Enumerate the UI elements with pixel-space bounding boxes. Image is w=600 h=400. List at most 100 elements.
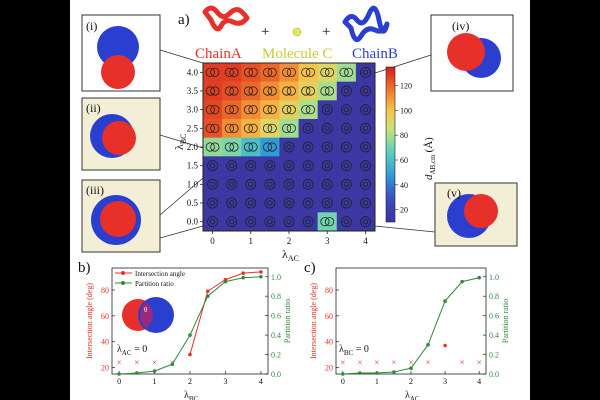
marker-phase-separated [320,217,330,227]
heatmap-cell [298,212,318,232]
marker-core-shell [264,160,276,172]
plot-c-x-tick-label: 2 [409,377,413,386]
marker-core-shell [248,181,254,188]
marker-core-shell [305,218,311,225]
heatmap-cell [298,81,318,101]
plot-b-point [188,352,192,357]
plot-b-point-cross: × [134,357,139,367]
marker-core-shell [362,69,369,76]
chain-b-illustration [342,5,390,42]
marker-phase-separated [286,123,296,133]
marker-phase-separated [305,105,316,115]
heatmap-cell [298,119,318,138]
marker-core-shell [209,181,216,188]
marker-core-shell [209,162,216,169]
plot-b-point [135,371,139,375]
plot-c-point [426,343,430,347]
marker-core-shell [226,216,238,228]
legend-partition-ratio: Partition ratio [135,280,174,288]
plot-b-point [241,275,245,280]
marker-core-shell [302,197,314,209]
marker-phase-separated [243,67,254,77]
marker-core-shell [321,141,333,153]
marker-phase-separated [248,123,258,133]
plot-c-x-tick-label: 4 [477,377,481,386]
marker-core-shell [264,178,276,190]
marker-core-shell [302,216,314,228]
snapshot-iv: (iv) [430,14,514,92]
marker-core-shell [209,218,216,225]
plot-c-point [443,343,447,348]
colorbar-tick-label: 120 [400,82,412,91]
heatmap-cell [279,175,299,194]
plot-b-point [259,274,263,279]
heatmap-cell [298,63,318,82]
heatmap-y-tick-label: 3.5 [187,86,199,96]
marker-core-shell [343,200,350,206]
heatmap-cell [260,212,280,232]
heatmap-cell [279,193,299,213]
heatmap-cell [336,137,357,157]
snapshot-label-ii: (ii) [86,101,101,115]
marker-phase-separated [205,67,215,77]
marker-core-shell [283,216,295,228]
plot-c-point [477,275,481,280]
snapshot-v: (v) [434,182,518,247]
marker-phase-separated [301,67,311,77]
marker-phase-separated [224,123,234,133]
heatmap-cell [241,100,261,120]
marker-core-shell [267,181,273,188]
plot-b-y-right-label: Partition ratio [283,299,292,343]
panel-label-c: c) [304,260,316,276]
heatmap-cell [260,175,280,194]
heatmap-cell [355,175,376,194]
marker-phase-separated [262,86,273,96]
marker-core-shell [305,181,311,188]
plot-b-point [241,271,245,275]
heatmap-cell [336,156,357,176]
marker-phase-separated [282,86,292,96]
marker-phase-separated [262,123,273,133]
heatmap-y-tick-label: 2.5 [187,123,199,133]
marker-core-shell [362,181,369,188]
marker-phase-separated [267,105,277,115]
plot-b: 0 1 2 3 4 20 40 60 80 0.0 0.2 0.4 0.6 0.8 1.0 × × × × λBC In… [85,267,292,400]
plot-b-point [259,270,263,274]
heatmap-cell [336,81,357,101]
plot-c-y-left-tick-label: 60 [325,312,333,321]
plot-b-point [117,372,121,376]
plot-b-legend: Intersection angle Partition ratio [115,270,185,288]
heatmap-cell [203,175,223,194]
marker-core-shell [267,218,273,225]
heatmap-cell [355,100,376,120]
marker-core-shell [362,88,369,94]
marker-core-shell [245,160,257,172]
heatmap-cell [336,175,357,194]
plot-c-point [409,366,413,370]
heatmap-cell [203,156,223,176]
heatmap-cells [203,63,376,232]
plot-c-y-right-tick-label: 0.8 [489,292,499,301]
heatmap-x-tick-label: 3 [325,236,330,246]
plot-c-point-cross: × [408,357,413,367]
plot-b-point [170,362,175,367]
marker-phase-separated [229,142,239,152]
heatmap-cell [203,81,223,101]
heatmap-cell [222,193,242,213]
marker-core-shell [324,125,330,132]
colorbar-tick-label: 100 [400,106,412,115]
marker-phase-separated [305,67,316,77]
marker-core-shell [360,85,371,97]
marker-phase-separated [305,86,316,96]
marker-core-shell [228,181,235,188]
plot-c-x-tick-label: 3 [443,377,447,386]
marker-core-shell [360,122,371,134]
heatmap-cell [222,212,242,232]
heatmap-cell [298,175,318,194]
marker-core-shell [264,197,276,209]
colorbar-label: dAB,cm(Å) [423,137,437,180]
heatmap-cell [355,119,376,138]
marker-core-shell [343,144,350,150]
marker-phase-separated [229,105,239,115]
